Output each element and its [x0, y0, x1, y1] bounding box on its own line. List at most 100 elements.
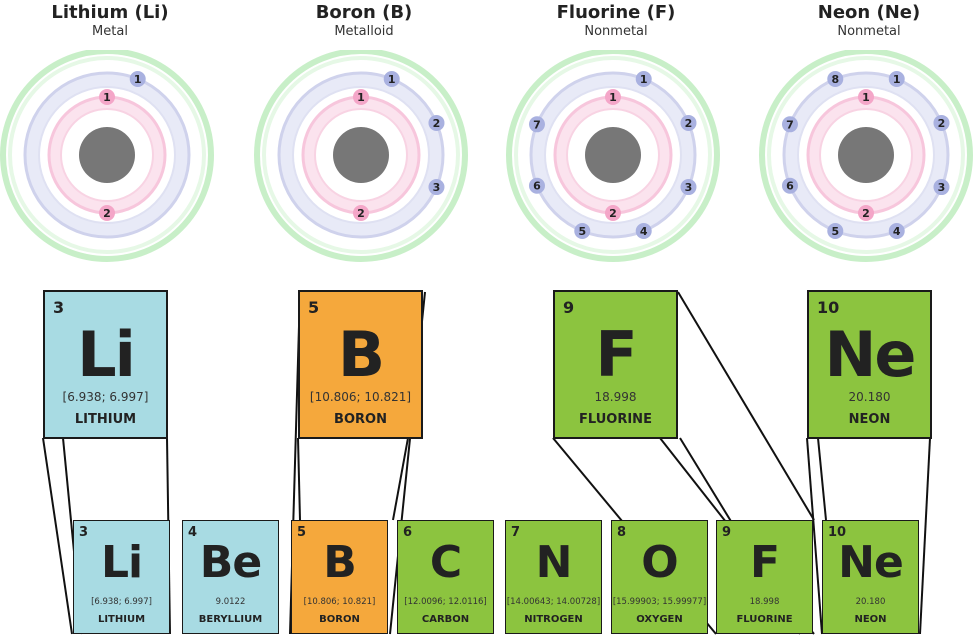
electron-label: 1: [640, 73, 648, 86]
electron-outer: [428, 179, 445, 196]
element-tile-carbon: 6 C [12.0096; 12.0116] CARBON: [397, 520, 494, 634]
element-name: BORON: [319, 614, 360, 625]
electron-outer: [888, 70, 905, 87]
element-tile-beryllium: 4 Be 9.0122 BERYLLIUM: [182, 520, 279, 634]
bohr-model-boron: 1 2 1 2 3: [254, 50, 468, 262]
electron-outer: [528, 177, 545, 194]
atomic-number: 9: [563, 298, 575, 317]
connector-line: [297, 437, 301, 521]
atomic-number: 5: [308, 298, 320, 317]
electron-outer: [680, 179, 697, 196]
electron-outer: [635, 223, 652, 240]
atom-type-label: Metalloid: [334, 24, 394, 39]
electron-outer: [827, 223, 844, 240]
electron-outer: [933, 114, 950, 131]
electron-outer: [428, 114, 445, 131]
electron-outer: [528, 116, 545, 133]
electron-outer: [888, 223, 905, 240]
element-tile-nitrogen: 7 N [14.00643; 14.00728] NITROGEN: [505, 520, 602, 634]
atomic-mass: 18.998: [594, 390, 637, 404]
electron-label: 3: [938, 181, 946, 194]
element-symbol: C: [429, 537, 462, 588]
element-name: FLUORINE: [736, 614, 793, 625]
electron-label: 4: [893, 225, 901, 238]
electron-outer: [680, 114, 697, 131]
electron-label: 2: [103, 207, 111, 220]
electron-label: 7: [533, 118, 541, 131]
atom-title: Fluorine (F): [556, 2, 676, 23]
atomic-mass: [15.99903; 15.99977]: [612, 597, 707, 607]
atomic-mass: [14.00643; 14.00728]: [506, 597, 601, 607]
electron-inner: [858, 89, 874, 105]
connector-line: [677, 291, 815, 521]
atomic-number: 10: [817, 298, 840, 317]
atomic-mass: [6.938; 6.997]: [62, 390, 149, 404]
element-symbol: Li: [77, 318, 136, 391]
bohr-model-fluorine: 1 2 1 2 3 4 5 6 7: [506, 50, 720, 262]
atomic-number: 9: [722, 525, 732, 540]
connector-line: [42, 437, 73, 635]
electron-inner: [353, 205, 369, 221]
element-tile-lithium-large: 3 Li [6.938; 6.997] LITHIUM: [43, 290, 168, 439]
electron-outer: [781, 177, 798, 194]
element-symbol: Ne: [838, 537, 904, 588]
element-symbol: N: [535, 537, 573, 588]
atom-type-label: Nonmetal: [584, 24, 648, 39]
element-name: CARBON: [421, 614, 470, 625]
atom-title: Neon (Ne): [817, 2, 921, 23]
element-name: NEON: [848, 412, 891, 427]
electron-label: 5: [831, 225, 839, 238]
electron-inner: [99, 89, 115, 105]
atomic-number: 4: [188, 525, 198, 540]
element-tile-neon-large: 10 Ne 20.180 NEON: [807, 290, 932, 439]
atomic-mass: 20.180: [848, 390, 891, 404]
electron-label: 1: [862, 91, 870, 104]
atomic-number: 10: [828, 525, 847, 540]
element-name: NITROGEN: [524, 614, 583, 625]
element-name: NEON: [854, 614, 887, 625]
electron-label: 8: [831, 73, 839, 86]
element-name: BERYLLIUM: [198, 614, 263, 625]
electron-inner: [99, 205, 115, 221]
element-symbol: Li: [100, 537, 143, 588]
atomic-number: 5: [297, 525, 307, 540]
atomic-number: 6: [403, 525, 413, 540]
element-name: OXYGEN: [636, 614, 683, 625]
electron-outer: [574, 223, 591, 240]
electron-label: 2: [862, 207, 870, 220]
electron-label: 2: [357, 207, 365, 220]
electron-label: 1: [134, 73, 142, 86]
electron-outer: [383, 70, 400, 87]
element-symbol: O: [641, 537, 678, 588]
electron-label: 2: [685, 117, 693, 130]
electron-outer: [933, 179, 950, 196]
element-symbol: B: [337, 318, 385, 391]
atom-type-label: Nonmetal: [837, 24, 901, 39]
element-symbol: B: [323, 537, 357, 588]
atomic-number: 7: [511, 525, 521, 540]
nucleus: [79, 127, 135, 183]
nucleus: [333, 127, 389, 183]
connector-line: [919, 437, 931, 635]
atom-type-label: Metal: [92, 24, 128, 39]
element-tile-boron-large: 5 B [10.806; 10.821] BORON: [298, 290, 423, 439]
element-symbol: Be: [199, 537, 262, 588]
element-symbol: F: [749, 537, 780, 588]
electron-label: 7: [786, 118, 794, 131]
electron-outer: [781, 116, 798, 133]
electron-label: 2: [433, 117, 441, 130]
electron-outer: [827, 70, 844, 87]
electron-label: 1: [103, 91, 111, 104]
bohr-model-lithium: 1 2 1: [0, 50, 214, 262]
electron-label: 4: [640, 225, 648, 238]
atomic-number: 8: [617, 525, 627, 540]
electron-inner: [858, 205, 874, 221]
element-tile-neon: 10 Ne 20.180 NEON: [822, 520, 919, 634]
atomic-mass: 18.998: [749, 597, 780, 607]
electron-label: 1: [357, 91, 365, 104]
element-name: FLUORINE: [579, 412, 652, 427]
electron-label: 2: [938, 117, 946, 130]
electron-inner: [605, 205, 621, 221]
atomic-mass: [10.806; 10.821]: [309, 390, 412, 404]
atomic-mass: 20.180: [855, 597, 886, 607]
